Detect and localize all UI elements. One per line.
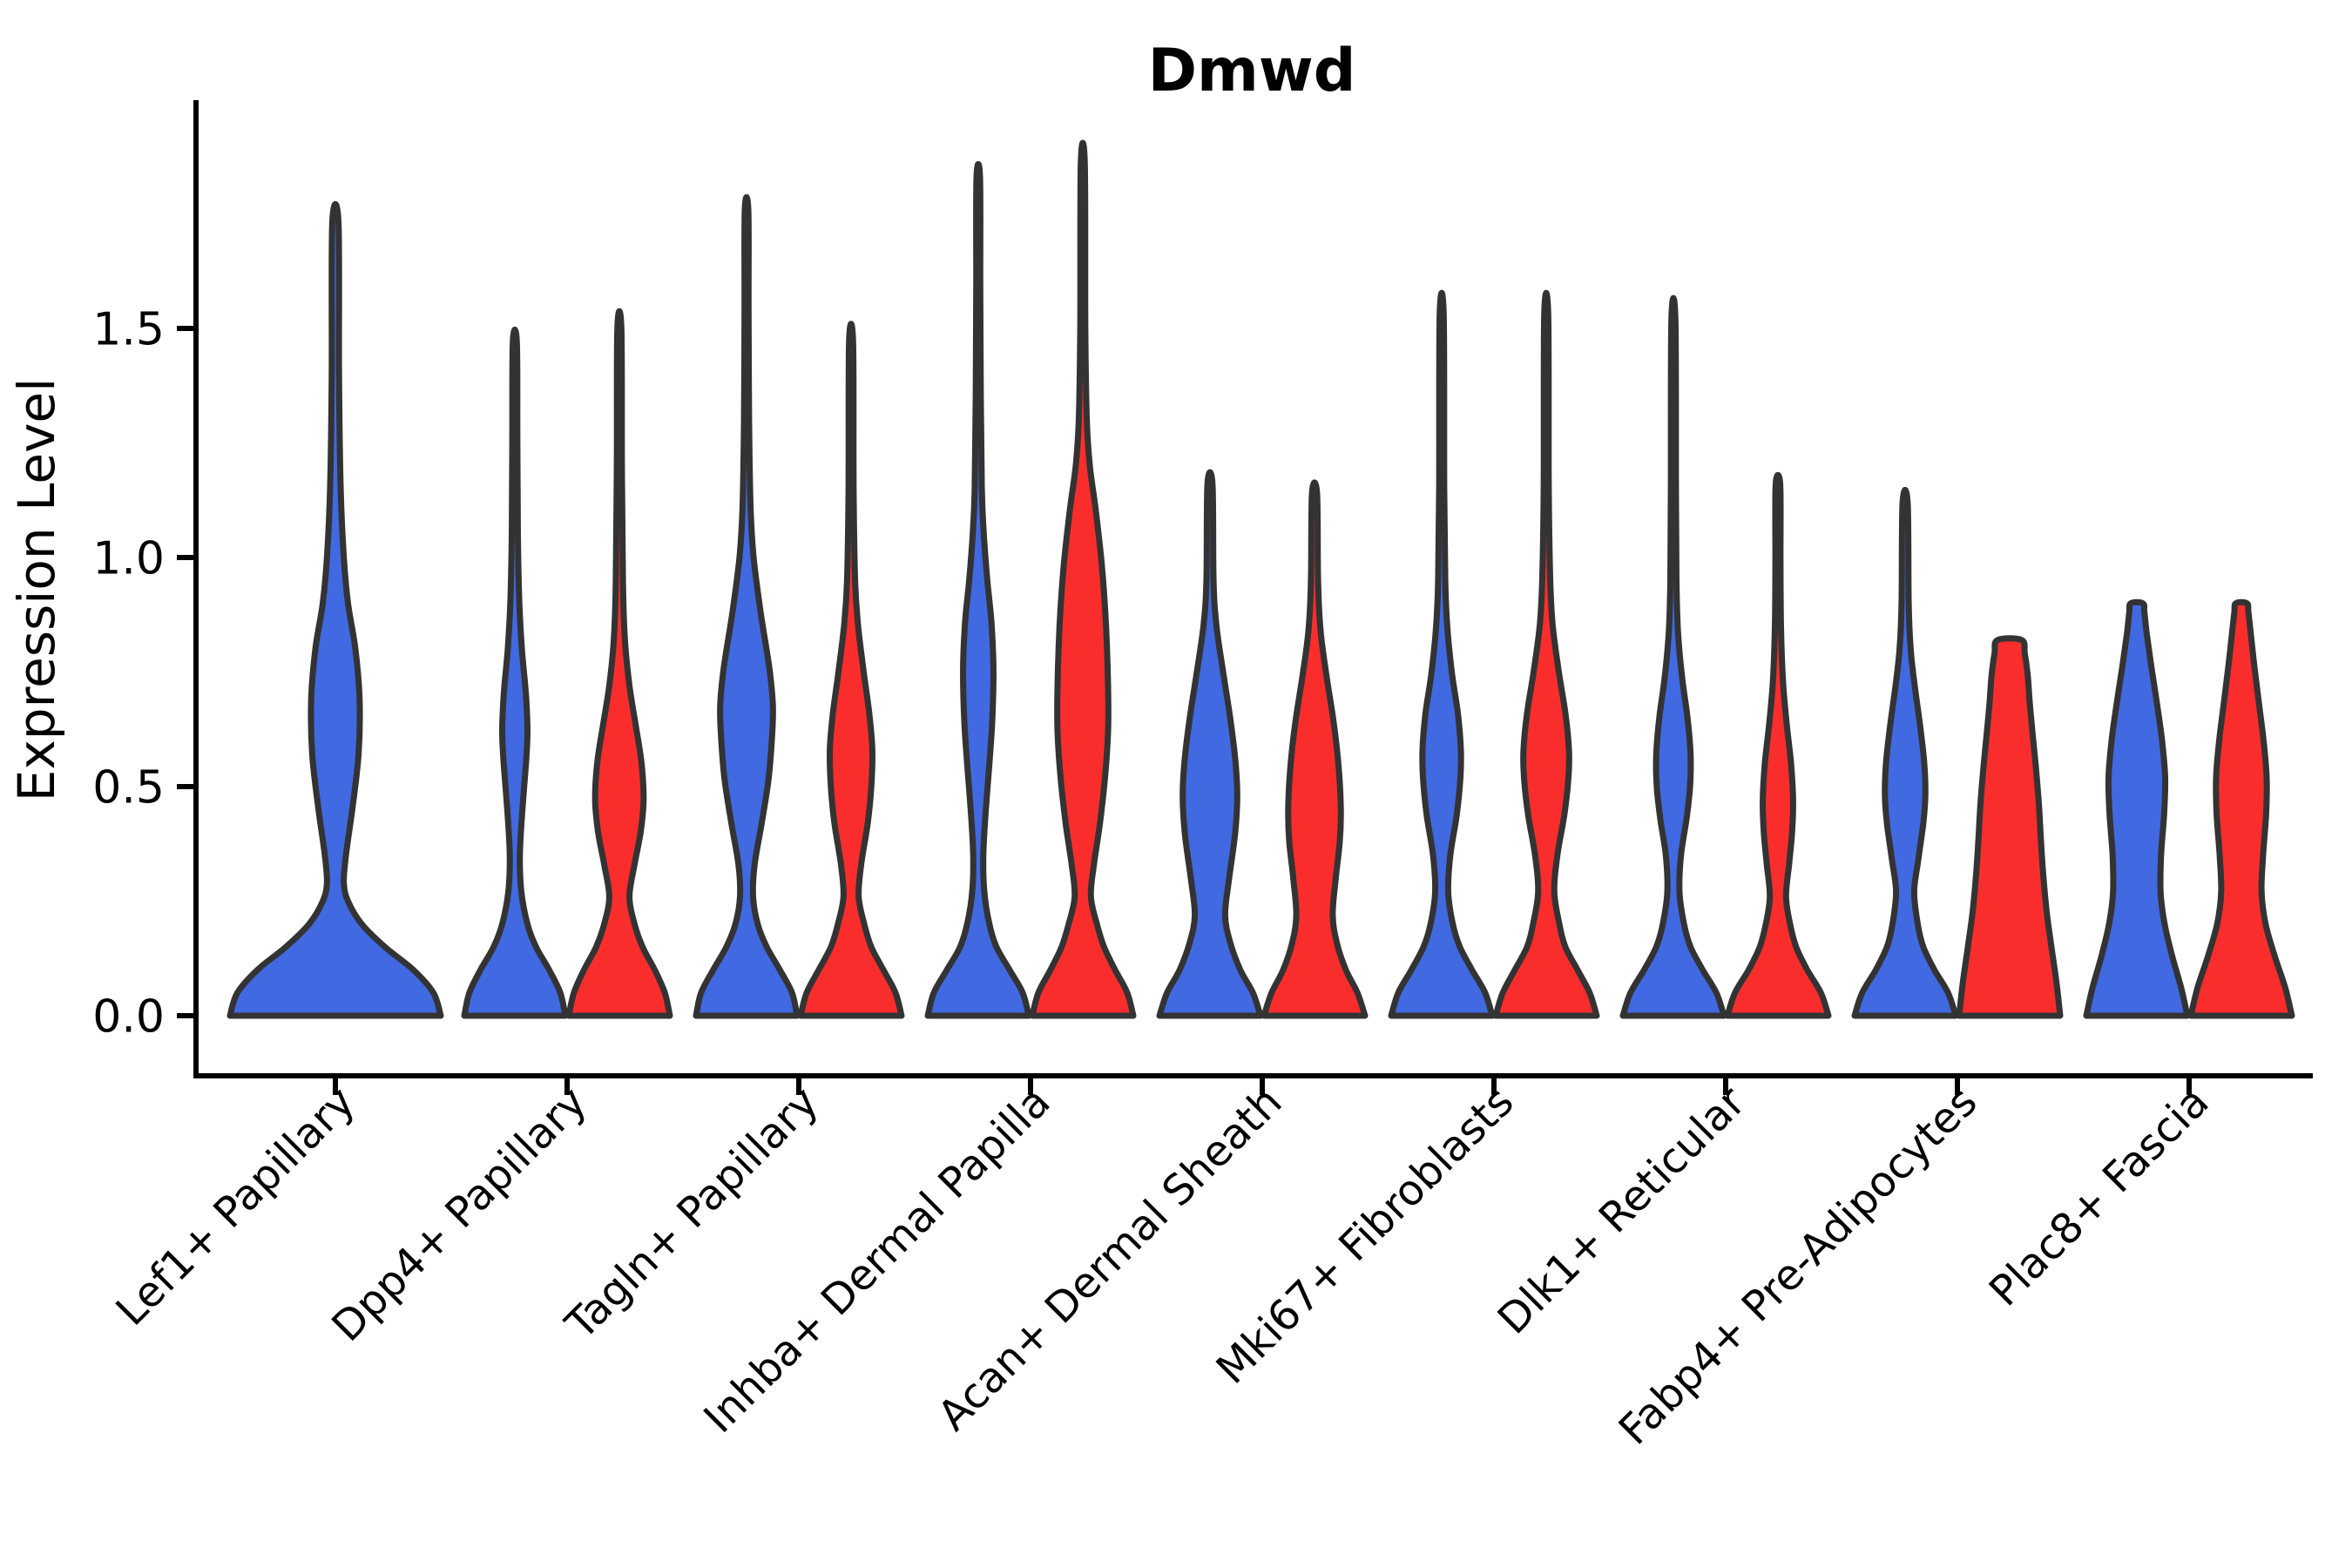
x-tick-label-3: Tagln+ Papillary: [556, 1078, 828, 1349]
violin-6-red: [1492, 290, 1600, 1019]
violin-3-red: [797, 321, 905, 1019]
violin-2-blue: [461, 326, 569, 1019]
x-tick-label-9: Plac8+ Fascia: [1980, 1078, 2219, 1316]
violin-8-blue: [1851, 486, 1959, 1019]
y-tick-label: 0.5: [92, 762, 165, 814]
chart-title: Dmwd: [1148, 37, 1356, 105]
y-tick-label: 1.5: [92, 304, 165, 356]
violins: [226, 139, 2295, 1019]
x-tick-label-2: Dpp4+ Papillary: [322, 1078, 596, 1351]
violin-5-red: [1260, 479, 1369, 1019]
violin-2-red: [565, 308, 673, 1019]
violin-6-blue: [1388, 290, 1496, 1019]
x-tick-label-1: Lef1+ Papillary: [107, 1078, 365, 1335]
x-tick-label-7: Dlk1+ Reticular: [1489, 1078, 1755, 1344]
violin-5-blue: [1156, 469, 1264, 1019]
y-tick-label: 0.0: [92, 991, 165, 1044]
violin-4-red: [1029, 139, 1137, 1019]
violin-4-blue: [924, 160, 1032, 1019]
violin-1-blue: [226, 200, 444, 1019]
y-tick-label: 1.0: [92, 533, 165, 585]
violin-9-red: [2187, 598, 2295, 1019]
y-axis-label: Expression Level: [7, 378, 66, 801]
violin-7-blue: [1619, 294, 1727, 1019]
violin-8-red: [1956, 635, 2064, 1019]
violin-7-red: [1724, 471, 1832, 1019]
violin-9-blue: [2083, 598, 2191, 1019]
violin-3-blue: [693, 193, 801, 1019]
